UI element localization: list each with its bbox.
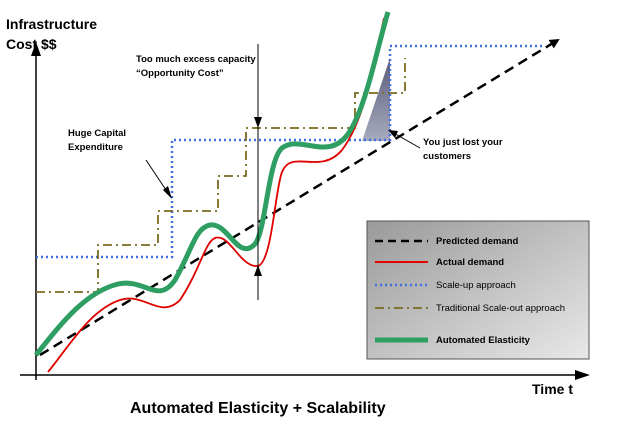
x-axis-arrowhead: [575, 370, 590, 380]
lost-customers-area: [362, 58, 390, 141]
diagram-caption: Automated Elasticity + Scalability: [130, 400, 386, 417]
capex-label-line2: Expenditure: [68, 142, 123, 153]
y-axis-title-line2: Cost $$: [6, 36, 57, 52]
capex-pointer-head: [163, 186, 172, 199]
lost-pointer-head: [388, 130, 398, 138]
legend-label-actual: Actual demand: [436, 257, 504, 268]
legend-label-scale-out: Traditional Scale-out approach: [436, 303, 565, 314]
lost-pointer: [391, 131, 421, 149]
y-axis-arrowhead: [31, 42, 41, 56]
excess-capacity-arrow-bottom: [254, 265, 262, 276]
excess-capacity-label-line2: “Opportunity Cost”: [136, 68, 224, 79]
lost-customers-label-line2: customers: [423, 151, 471, 162]
excess-capacity-label-line1: Too much excess capacity: [136, 54, 256, 65]
legend-label-predicted: Predicted demand: [436, 236, 519, 247]
scale-up-line: [36, 44, 545, 259]
scale-out-line: [36, 58, 406, 293]
predicted-demand-line: [39, 38, 560, 357]
x-axis-title: Time t: [532, 381, 573, 397]
legend-box: [366, 220, 590, 360]
capex-label-line1: Huge Capital: [68, 128, 126, 139]
lost-customers-label-line1: You just lost your: [423, 137, 503, 148]
legend-label-elastic: Automated Elasticity: [436, 335, 531, 346]
automated-elasticity-line: [34, 11, 391, 357]
legend: Predicted demand Actual demand Scale-up …: [366, 220, 590, 360]
actual-demand-line: [47, 17, 385, 373]
excess-capacity-arrow-top: [254, 117, 262, 128]
y-axis-title-line1: Infrastructure: [6, 16, 97, 32]
legend-label-scale-up: Scale-up approach: [436, 280, 516, 291]
